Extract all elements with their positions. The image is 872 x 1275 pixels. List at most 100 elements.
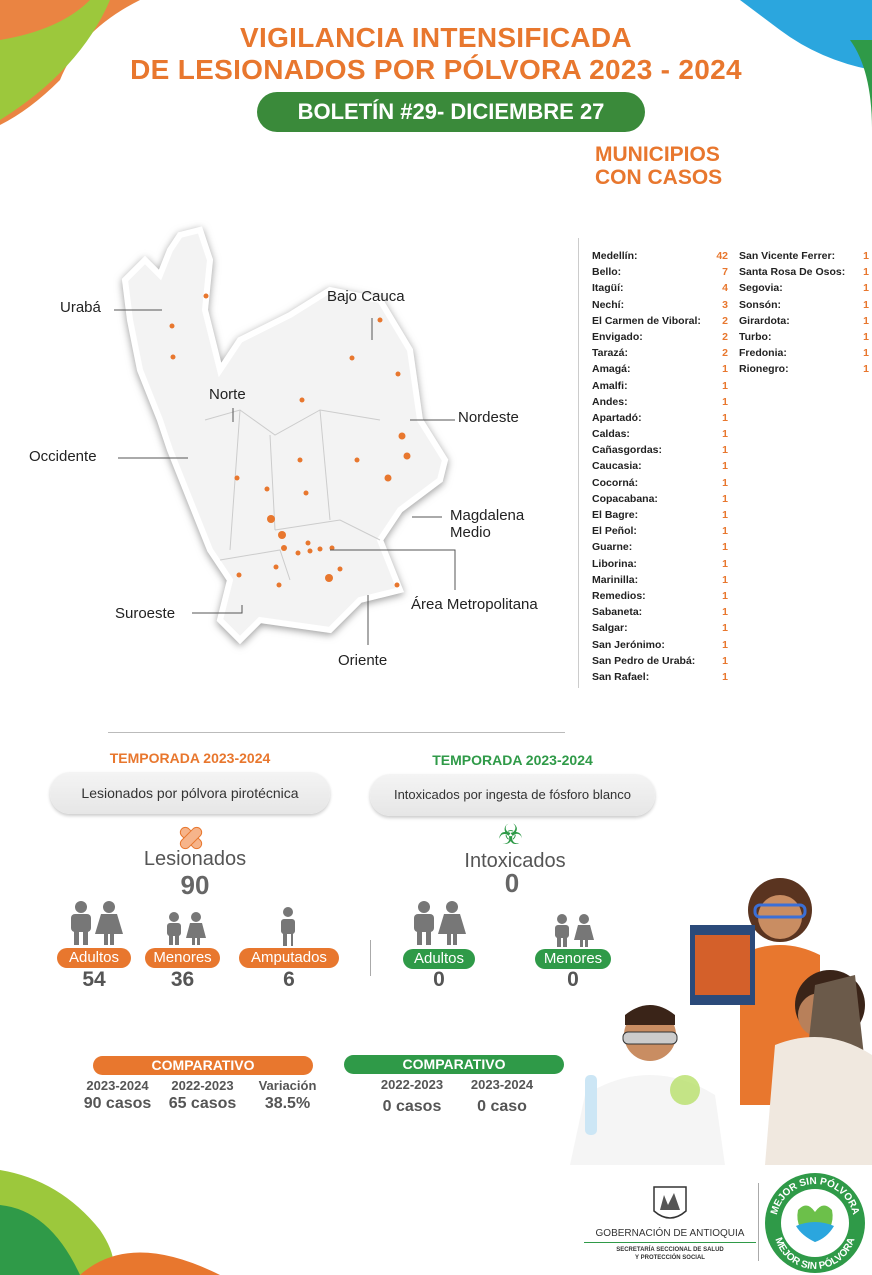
municipio-name: El Bagre: xyxy=(592,509,639,521)
left-group-label: Adultos xyxy=(57,948,131,968)
municipio-row: Liborina: 1 xyxy=(592,558,728,574)
municipio-count: 1 xyxy=(863,363,869,376)
municipio-count: 1 xyxy=(722,525,728,538)
municipio-name: Rionegro: xyxy=(739,363,789,376)
municipio-count: 1 xyxy=(722,428,728,441)
region-nordeste: Nordeste xyxy=(458,409,519,426)
comparativo-left-value: 38.5% xyxy=(264,1095,311,1112)
municipio-name: Remedios: xyxy=(592,589,646,602)
municipio-row: San Rafael: 1 xyxy=(592,671,728,687)
minors-icon xyxy=(555,914,594,947)
municipio-name: Girardota: xyxy=(739,314,790,327)
municipio-name: Segovia: xyxy=(739,282,783,295)
municipio-name: Caucasia: xyxy=(592,460,642,473)
municipio-row: Cocorná: 1 xyxy=(592,477,728,493)
municipio-count: 1 xyxy=(722,670,728,683)
region-norte: Norte xyxy=(209,386,246,403)
comparativo-left-value: 65 casos xyxy=(168,1095,237,1112)
comparativo-right-value: 0 casos xyxy=(382,1098,442,1115)
left-group-label: Menores xyxy=(145,948,220,968)
adults-icon xyxy=(71,901,123,945)
footer-divider xyxy=(758,1183,759,1261)
comparativo-right-label: 2023-2024 xyxy=(470,1077,534,1092)
municipio-row: Medellín: 42 xyxy=(592,250,728,266)
municipio-name: Amagá: xyxy=(592,363,631,376)
municipio-name: Santa Rosa De Osos: xyxy=(739,266,846,279)
region-suroeste: Suroeste xyxy=(115,605,176,622)
amputee-icon xyxy=(281,907,295,946)
municipios-list-1: Medellín: 42 Bello: 7 Itagüí: 4 Nechí: 3 El Carm… xyxy=(592,250,728,687)
municipio-count: 1 xyxy=(722,411,728,424)
title-line-1: VIGILANCIA INTENSIFICADA xyxy=(240,22,632,53)
municipio-count: 2 xyxy=(722,314,728,327)
municipio-count: 1 xyxy=(722,622,728,635)
municipio-name: Copacabana: xyxy=(592,492,658,505)
left-group-value: 54 xyxy=(82,968,106,991)
municipio-row: Caucasia: 1 xyxy=(592,460,728,476)
municipio-count: 1 xyxy=(722,557,728,570)
municipio-name: San Jerónimo: xyxy=(592,638,665,651)
municipio-row: Andes: 1 xyxy=(592,396,728,412)
municipio-row: Remedios: 1 xyxy=(592,590,728,606)
region-occidente: Occidente xyxy=(29,448,97,465)
municipio-name: Marinilla: xyxy=(592,573,639,586)
gobernacion-label: GOBERNACIÓN DE ANTIOQUIA xyxy=(584,1228,756,1243)
municipio-name: Envigado: xyxy=(592,330,643,343)
municipio-row: Amagá: 1 xyxy=(592,363,728,379)
region-area-metropolitana: Área Metropolitana xyxy=(411,596,538,613)
case-dots xyxy=(169,293,411,588)
municipio-count: 1 xyxy=(863,347,869,360)
stats-divider xyxy=(370,940,371,976)
comparativo-left-label: 2022-2023 xyxy=(171,1078,234,1093)
left-group-value: 6 xyxy=(283,968,295,991)
lesionados-label: Lesionados xyxy=(143,848,247,870)
right-group-value: 0 xyxy=(433,968,445,991)
municipio-count: 42 xyxy=(716,250,728,262)
right-group-label: Adultos xyxy=(403,949,475,969)
municipio-count: 2 xyxy=(722,330,728,343)
secretaria-label: SECRETARÍA SECCIONAL DE SALUD Y PROTECCIÓ… xyxy=(616,1247,724,1261)
municipio-count: 1 xyxy=(722,476,728,489)
municipio-count: 7 xyxy=(722,266,728,279)
municipio-name: Liborina: xyxy=(592,557,637,570)
left-group-label: Amputados xyxy=(239,948,339,968)
right-subtitle: Intoxicados por ingesta de fósforo blanc… xyxy=(370,774,655,816)
municipio-name: Cocorná: xyxy=(592,476,639,489)
right-season-title: TEMPORADA 2023-2024 xyxy=(432,752,593,768)
municipio-row: San Jerónimo: 1 xyxy=(592,639,728,655)
municipio-name: Amalfi: xyxy=(592,379,628,392)
municipio-count: 1 xyxy=(863,250,869,262)
municipio-name: Cañasgordas: xyxy=(592,444,663,457)
region-bajo-cauca: Bajo Cauca xyxy=(327,288,405,305)
municipio-count: 1 xyxy=(863,282,869,295)
municipio-name: Itagüí: xyxy=(592,282,624,295)
biohazard-icon: ☣ xyxy=(498,819,524,850)
municipio-row: Itagüí: 4 xyxy=(592,282,728,298)
municipio-name: Sabaneta: xyxy=(592,606,643,619)
municipio-name: Medellín: xyxy=(592,250,638,262)
municipio-count: 1 xyxy=(722,606,728,619)
municipio-row: Sabaneta: 1 xyxy=(592,606,728,622)
municipio-row: Cañasgordas: 1 xyxy=(592,444,728,460)
comparativo-left-value: 90 casos xyxy=(83,1095,152,1112)
municipio-count: 1 xyxy=(722,460,728,473)
municipio-name: Tarazá: xyxy=(592,347,628,360)
municipio-name: Apartadó: xyxy=(592,411,642,424)
municipio-row: Bello: 7 xyxy=(592,266,728,282)
municipio-name: El Carmen de Viboral: xyxy=(592,314,701,327)
municipio-row: Segovia: 1 xyxy=(739,282,869,298)
municipio-row: Apartadó: 1 xyxy=(592,412,728,428)
right-group-value: 0 xyxy=(567,968,579,991)
comparativo-right-value: 0 caso xyxy=(477,1098,527,1115)
municipio-row: Copacabana: 1 xyxy=(592,493,728,509)
municipio-name: Andes: xyxy=(592,395,628,408)
municipio-name: Nechí: xyxy=(592,298,625,311)
title-line-2: DE LESIONADOS POR PÓLVORA 2023 - 2024 xyxy=(130,54,742,85)
municipio-name: Bello: xyxy=(592,266,622,279)
municipio-row: Marinilla: 1 xyxy=(592,574,728,590)
section-divider xyxy=(108,732,565,733)
municipio-row: Caldas: 1 xyxy=(592,428,728,444)
municipio-count: 1 xyxy=(863,314,869,327)
lesionados-total: 90 xyxy=(180,870,210,900)
municipios-list-2: San Vicente Ferrer: 1 Santa Rosa De Osos: 1… xyxy=(739,250,869,380)
